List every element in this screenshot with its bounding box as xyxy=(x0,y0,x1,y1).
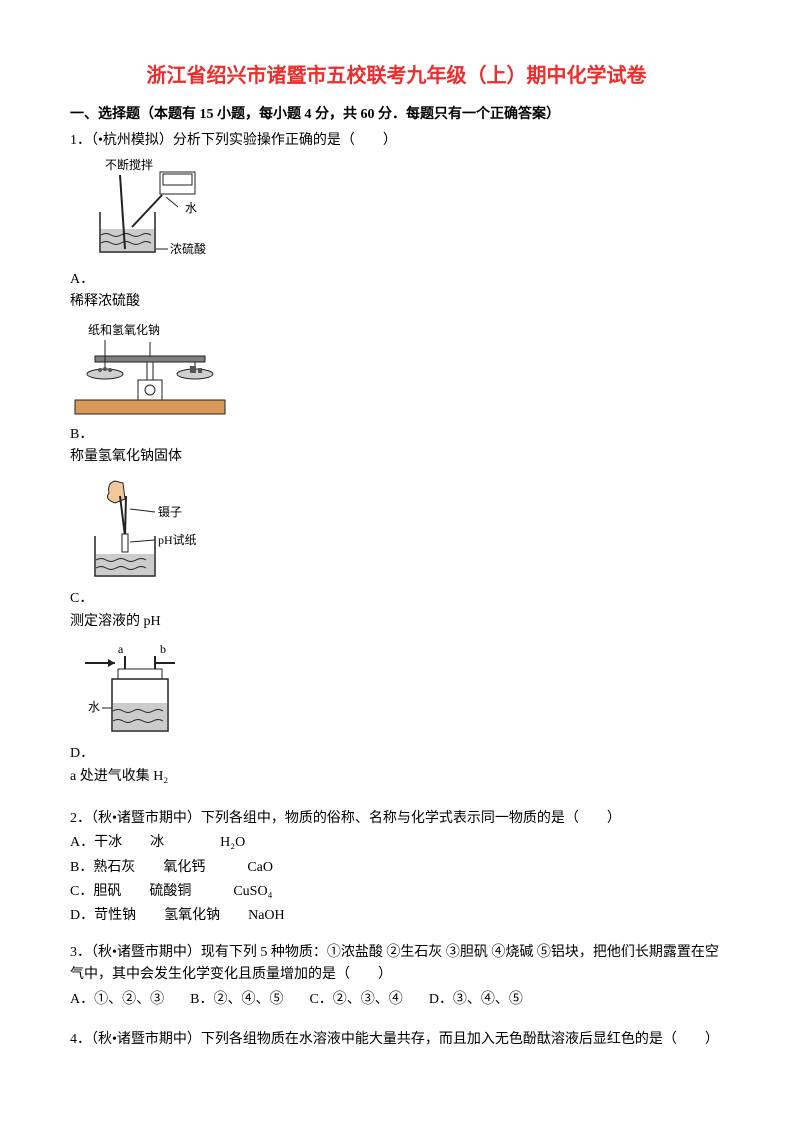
q1-c-desc: 测定溶液的 pH xyxy=(70,611,723,633)
label-a: a xyxy=(118,642,124,656)
label-tweezer: 镊子 xyxy=(158,505,182,519)
q2-opt-b: B．熟石灰 氧化钙 CaO xyxy=(70,857,723,879)
label-phpaper: pH试纸 xyxy=(158,532,197,547)
q2-stem: 2．（秋•诸暨市期中）下列各组中，物质的俗称、名称与化学式表示同一物质的是（ ） xyxy=(70,808,723,830)
q1-a-desc: 稀释浓硫酸 xyxy=(70,291,723,313)
page-title: 浙江省绍兴市诸暨市五校联考九年级（上）期中化学试卷 xyxy=(70,60,723,92)
section-heading: 一、选择题（本题有 15 小题，每小题 4 分，共 60 分．每题只有一个正确答… xyxy=(70,104,723,126)
q1-fig-d: a b 水 xyxy=(70,641,723,741)
q3-opt-c: C．②、③、④ xyxy=(309,989,402,1011)
q3-opt-a: A．①、②、③ xyxy=(70,989,164,1011)
q4-stem: 4．（秋•诸暨市期中）下列各组物质在水溶液中能大量共存，而且加入无色酚酞溶液后显… xyxy=(70,1029,723,1051)
q2-opt-d: D．苛性钠 氢氧化钠 NaOH xyxy=(70,905,723,927)
q2-opt-c: C．胆矾 硫酸铜 CuSO₄ xyxy=(70,881,723,903)
label-liquid: 水 xyxy=(88,700,100,714)
label-b: b xyxy=(160,642,166,656)
q3-stem: 3．（秋•诸暨市期中）现有下列 5 种物质：①浓盐酸 ②生石灰 ③胆矾 ④烧碱 … xyxy=(70,942,723,987)
label-stir: 不断搅拌 xyxy=(105,157,153,172)
label-h2so4: 浓硫酸 xyxy=(170,241,206,256)
q2-opt-a: A．干冰 冰 H₂O xyxy=(70,832,723,854)
q1-d-desc: a 处进气收集 H₂ xyxy=(70,766,723,788)
q1-b-letter: B． xyxy=(70,424,723,446)
q3-opt-d: D．③、④、⑤ xyxy=(429,989,523,1011)
q1-a-letter: A． xyxy=(70,269,723,291)
q1-fig-c: 镊子 pH试纸 xyxy=(70,476,723,586)
q1-fig-b: 纸和氢氧化钠 xyxy=(70,322,723,422)
q1-d-letter: D． xyxy=(70,743,723,765)
q3-options-row: A．①、②、③ B．②、④、⑤ C．②、③、④ D．③、④、⑤ xyxy=(70,989,723,1011)
label-paper-naoh: 纸和氢氧化钠 xyxy=(88,322,160,337)
label-water: 水 xyxy=(185,201,197,215)
q3-opt-b: B．②、④、⑤ xyxy=(190,989,283,1011)
q1-fig-a: 不断搅拌 水 浓硫酸 xyxy=(70,157,723,267)
q1-b-desc: 称量氢氧化钠固体 xyxy=(70,446,723,468)
q1-stem: 1．（•杭州模拟）分析下列实验操作正确的是（ ） xyxy=(70,130,723,152)
q1-c-letter: C． xyxy=(70,588,723,610)
